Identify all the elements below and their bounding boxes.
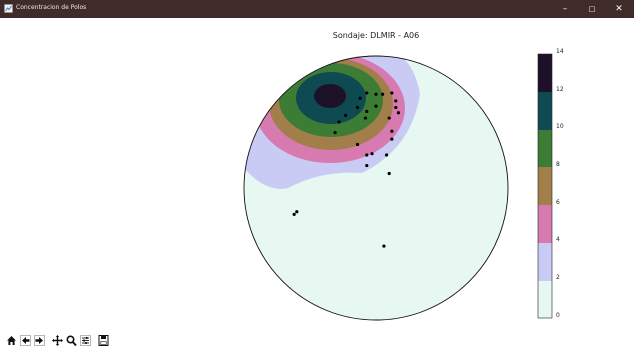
colorbar-band-8-10: [538, 129, 552, 167]
colorbar-band-6-8: [538, 167, 552, 205]
pan-icon[interactable]: [52, 334, 63, 347]
save-icon[interactable]: [98, 334, 109, 347]
stereonet-outline: [243, 55, 509, 321]
configure-subplots-icon[interactable]: [80, 334, 91, 347]
minimize-button[interactable]: –: [562, 4, 568, 14]
colorbar-band-4-6: [538, 205, 552, 243]
pole-point: [390, 137, 394, 141]
pole-point: [292, 212, 296, 216]
pole-point: [382, 244, 386, 248]
close-button[interactable]: ✕: [615, 4, 623, 14]
colorbar-tick-6: 6: [556, 199, 560, 206]
pole-point: [337, 120, 341, 124]
pole-point: [365, 163, 369, 168]
zoom-icon[interactable]: [66, 334, 77, 347]
colorbar-tick-10: 10: [556, 123, 564, 130]
colorbar-tick-8: 8: [556, 161, 560, 168]
pole-point: [355, 142, 360, 147]
pole-point: [384, 153, 389, 157]
navigation-toolbar: [0, 332, 634, 350]
home-icon[interactable]: [6, 334, 17, 347]
app-icon: [4, 4, 13, 13]
colorbar-band-2-4: [538, 243, 552, 281]
pole-point: [394, 99, 398, 103]
colorbar-tick-12: 12: [556, 86, 564, 93]
pole-point: [333, 130, 337, 135]
contour-12-14: [314, 84, 346, 108]
pole-point: [365, 109, 369, 114]
colorbar-band-12-14: [538, 54, 552, 92]
pole-point: [355, 105, 360, 110]
pole-point: [381, 92, 385, 96]
window-title: Concentracion de Polos: [16, 4, 87, 11]
pole-point: [374, 92, 378, 96]
colorbar-tick-14: 14: [556, 48, 564, 55]
colorbar-tick-0: 0: [556, 312, 560, 319]
pole-point: [387, 116, 391, 120]
colorbar-band-0-2: [538, 280, 552, 318]
colorbar-band-10-12: [538, 92, 552, 130]
pole-point: [390, 91, 394, 95]
pole-point: [365, 91, 369, 95]
plot-title: Sondaje: DLMIR - A06: [332, 31, 420, 40]
colorbar-frame: [537, 53, 553, 319]
pole-point: [363, 116, 368, 120]
pole-point: [358, 96, 362, 100]
pole-point: [295, 210, 299, 214]
colorbar-tick-2: 2: [556, 274, 560, 281]
colorbar: [537, 53, 553, 319]
pole-point: [365, 153, 369, 157]
pole-point: [394, 105, 398, 110]
pole-point: [390, 129, 394, 133]
contour-4-6-lower: [468, 288, 508, 320]
poles-layer: [292, 91, 401, 248]
forward-arrow-icon[interactable]: [34, 334, 45, 347]
maximize-button[interactable]: □: [588, 5, 596, 13]
figure-canvas[interactable]: Sondaje: DLMIR - A06: [0, 18, 634, 328]
pole-point: [370, 152, 374, 156]
pole-point: [396, 111, 401, 115]
contour-6-8-lower: [482, 304, 508, 320]
pole-point: [344, 113, 348, 117]
back-arrow-icon[interactable]: [20, 334, 31, 347]
density-contours: [244, 56, 508, 320]
pole-point: [387, 171, 391, 176]
pole-point: [374, 104, 378, 108]
stereonet-plot: [243, 53, 553, 321]
window-titlebar: Concentracion de Polos – □ ✕: [0, 0, 634, 18]
colorbar-tick-4: 4: [556, 236, 560, 243]
